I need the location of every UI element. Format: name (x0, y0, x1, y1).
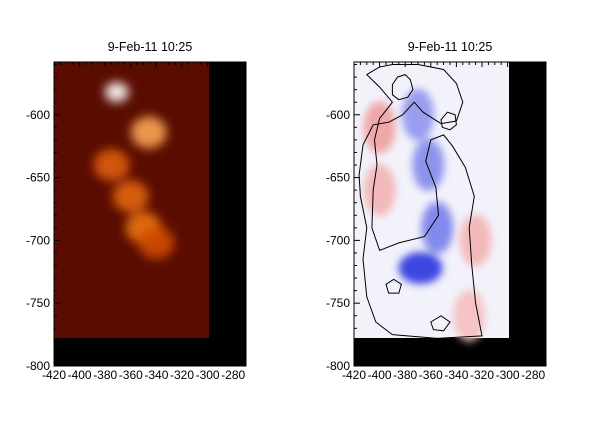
x-tick-label: -360 (419, 368, 443, 382)
y-tick-label: -600 (326, 108, 350, 122)
velocity-contour (430, 315, 451, 332)
x-tick-label: -420 (342, 368, 366, 382)
velocity-contour (358, 64, 483, 339)
x-tick-label: -320 (170, 368, 194, 382)
y-tick-label: -800 (26, 359, 50, 373)
x-tick-label: -280 (221, 368, 245, 382)
intensity-y-axis: -800 -750 -700 -650 -600 (26, 64, 246, 373)
velocity-panel-title: 9-Feb-11 10:25 (408, 40, 493, 54)
x-tick-label: -340 (144, 368, 168, 382)
x-tick-label: -280 (521, 368, 545, 382)
velocity-contour (385, 278, 402, 294)
velocity-feature (412, 139, 445, 192)
y-tick-label: -700 (26, 233, 50, 247)
y-tick-label: -750 (326, 296, 350, 310)
x-tick-label: -380 (93, 368, 117, 382)
x-tick-label: -400 (68, 368, 92, 382)
intensity-feature (138, 226, 175, 259)
y-tick-label: -650 (26, 171, 50, 185)
velocity-contour (391, 74, 414, 101)
velocity-y-axis: -800 -750 -700 -650 -600 (326, 64, 546, 373)
velocity-feature (402, 88, 434, 141)
x-tick-label: -300 (196, 368, 220, 382)
intensity-feature (104, 82, 129, 103)
y-tick-label: -700 (326, 233, 350, 247)
y-tick-label: -650 (326, 171, 350, 185)
intensity-panel-title: 9-Feb-11 10:25 (108, 40, 193, 54)
velocity-feature (453, 289, 486, 342)
y-tick-label: -800 (326, 359, 350, 373)
velocity-feature (363, 101, 396, 154)
intensity-feature (130, 116, 167, 149)
velocity-panel: 9-Feb-11 10:25 -420 -400 -380 -360 -340 -320-… (326, 40, 547, 382)
x-tick-label: -300 (496, 368, 520, 382)
velocity-feature (421, 201, 454, 254)
velocity-feature (398, 252, 443, 285)
x-tick-label: -320 (470, 368, 494, 382)
y-tick-label: -600 (26, 108, 50, 122)
velocity-feature (459, 214, 492, 267)
velocity-feature (363, 164, 396, 217)
x-tick-label: -340 (444, 368, 468, 382)
y-tick-label: -750 (26, 296, 50, 310)
velocity-x-axis: -420 -400 -380 -360 -340 -320 -300 -280 (342, 62, 546, 382)
intensity-x-axis: -420 -400 -380 -360 -340 -320 -300 -280 (42, 62, 246, 382)
intensity-panel: 9-Feb-11 10:25 -420 -400 -380 -360 -340 -320-… (26, 40, 247, 382)
velocity-contour (440, 111, 457, 131)
x-tick-label: -360 (119, 368, 143, 382)
x-tick-label: -420 (42, 368, 66, 382)
intensity-feature (93, 149, 130, 182)
x-tick-label: -400 (368, 368, 392, 382)
x-tick-label: -380 (393, 368, 417, 382)
intensity-feature (112, 180, 149, 213)
